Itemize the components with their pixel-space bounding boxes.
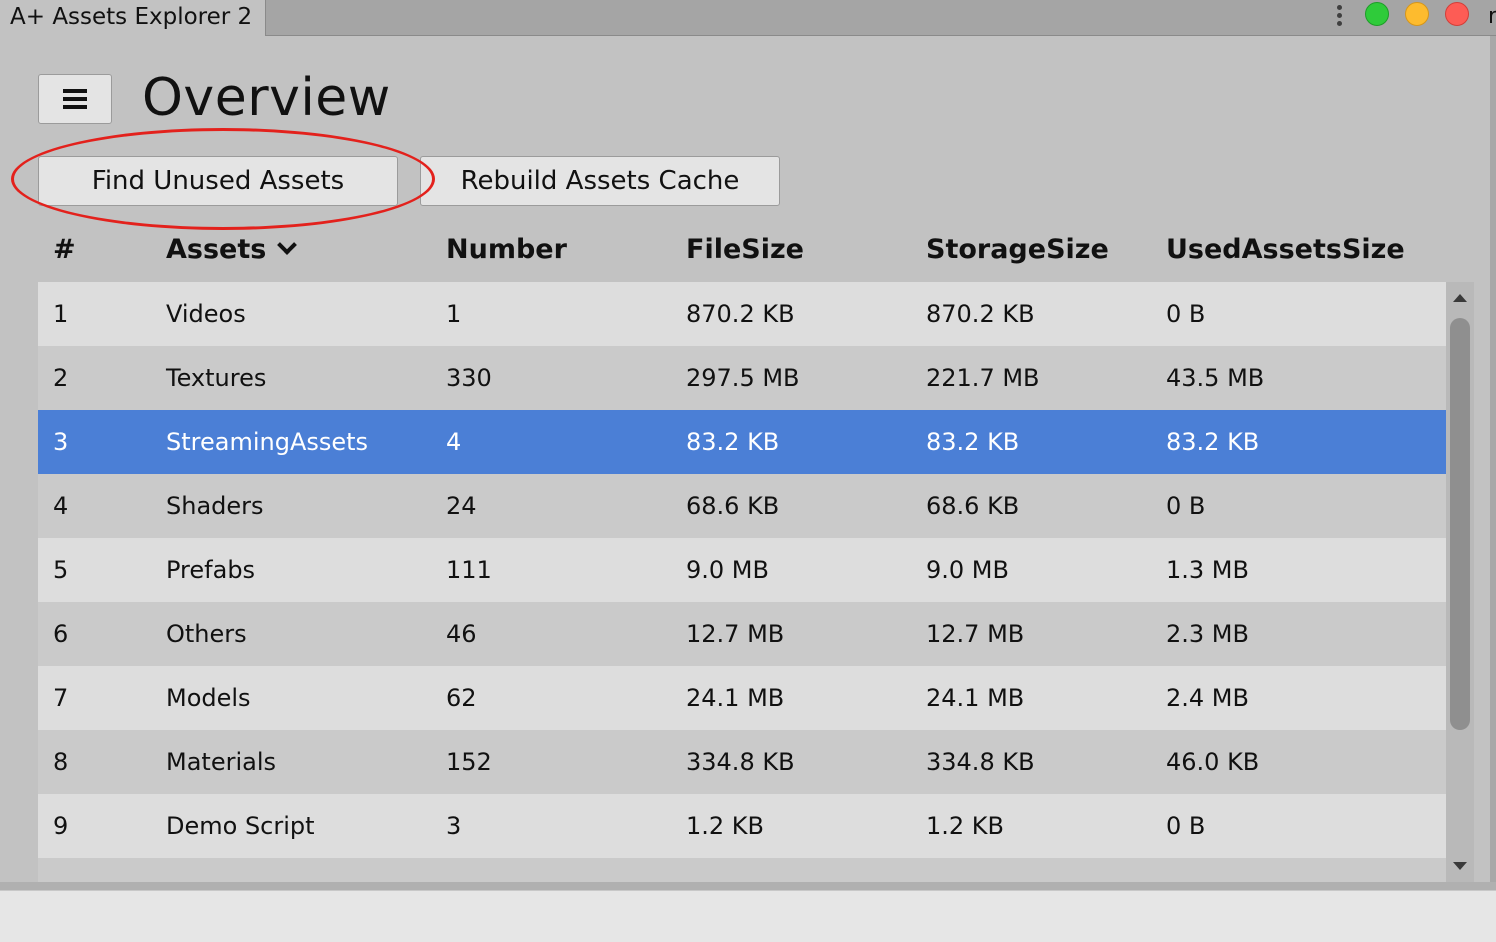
cell-number: 152 [446, 748, 492, 776]
table-row[interactable]: 4 Shaders 24 68.6 KB 68.6 KB 0 B [38, 474, 1446, 538]
menu-icon [63, 89, 87, 109]
cell-usedsize: 0 B [1166, 300, 1206, 328]
cell-storagesize: 870.2 KB [926, 300, 1035, 328]
table-row[interactable]: 8 Materials 152 334.8 KB 334.8 KB 46.0 K… [38, 730, 1446, 794]
cell-storagesize: 9.0 MB [926, 556, 1009, 584]
cell-filesize: 83.2 KB [686, 428, 780, 456]
cell-number: 46 [446, 620, 477, 648]
cell-filesize: 870.2 KB [686, 300, 795, 328]
cell-assets: StreamingAssets [166, 428, 369, 456]
cell-number: 330 [446, 364, 492, 392]
cell-usedsize: 1.3 MB [1166, 556, 1249, 584]
rebuild-assets-cache-button[interactable]: Rebuild Assets Cache [420, 156, 780, 206]
cell-number: 62 [446, 684, 477, 712]
cell-storagesize: 12.7 MB [926, 620, 1025, 648]
maximize-button[interactable] [1365, 2, 1389, 26]
cell-index: 2 [53, 364, 69, 392]
cell-assets: Models [166, 684, 251, 712]
cell-usedsize: 0 B [1166, 492, 1206, 520]
table-row[interactable]: 1 Videos 1 870.2 KB 870.2 KB 0 B [38, 282, 1446, 346]
scroll-thumb[interactable] [1450, 318, 1470, 730]
cell-usedsize: 2.4 MB [1166, 684, 1249, 712]
cell-filesize: 24.1 MB [686, 684, 785, 712]
column-header-usedassetssize[interactable]: UsedAssetsSize [1166, 234, 1405, 265]
window-tab[interactable]: A+ Assets Explorer 2 [0, 0, 266, 36]
cell-number: 4 [446, 428, 462, 456]
table-row-selected[interactable]: 3 StreamingAssets 4 83.2 KB 83.2 KB 83.2… [38, 410, 1446, 474]
cell-filesize: 9.0 MB [686, 556, 769, 584]
table-row[interactable]: 5 Prefabs 111 9.0 MB 9.0 MB 1.3 MB [38, 538, 1446, 602]
column-header-number[interactable]: Number [446, 234, 567, 265]
close-button[interactable] [1445, 2, 1469, 26]
background-editor-peek [0, 890, 1496, 942]
table-row-partial[interactable] [38, 858, 1446, 882]
cell-assets: Videos [166, 300, 246, 328]
cell-storagesize: 68.6 KB [926, 492, 1020, 520]
find-unused-assets-button[interactable]: Find Unused Assets [38, 156, 398, 206]
cell-usedsize: 83.2 KB [1166, 428, 1260, 456]
assets-table-body[interactable]: 1 Videos 1 870.2 KB 870.2 KB 0 B 2 Textu… [38, 282, 1446, 882]
cell-assets: Textures [166, 364, 267, 392]
column-header-storagesize[interactable]: StorageSize [926, 234, 1109, 265]
cell-filesize: 12.7 MB [686, 620, 785, 648]
window-right-border [1490, 36, 1496, 888]
cell-number: 1 [446, 300, 462, 328]
scroll-down-icon[interactable] [1453, 862, 1467, 870]
cell-assets: Demo Script [166, 812, 315, 840]
menu-button[interactable] [38, 74, 112, 124]
cell-index: 8 [53, 748, 69, 776]
column-header-assets-label: Assets [166, 234, 267, 265]
column-header-index[interactable]: # [53, 234, 76, 265]
table-row[interactable]: 9 Demo Script 3 1.2 KB 1.2 KB 0 B [38, 794, 1446, 858]
chevron-down-icon [277, 235, 298, 255]
clipped-edge-text: r [1488, 4, 1496, 29]
minimize-button[interactable] [1405, 2, 1429, 26]
more-vertical-icon[interactable] [1331, 2, 1347, 32]
cell-usedsize: 43.5 MB [1166, 364, 1265, 392]
cell-index: 7 [53, 684, 69, 712]
cell-number: 111 [446, 556, 492, 584]
cell-assets: Others [166, 620, 247, 648]
table-row[interactable]: 7 Models 62 24.1 MB 24.1 MB 2.4 MB [38, 666, 1446, 730]
cell-index: 5 [53, 556, 69, 584]
window-bottom-border [0, 882, 1496, 890]
cell-index: 4 [53, 492, 69, 520]
column-header-assets[interactable]: Assets [166, 232, 298, 268]
cell-filesize: 334.8 KB [686, 748, 795, 776]
cell-index: 9 [53, 812, 69, 840]
cell-number: 24 [446, 492, 477, 520]
cell-assets: Materials [166, 748, 277, 776]
cell-assets: Prefabs [166, 556, 256, 584]
cell-filesize: 68.6 KB [686, 492, 780, 520]
cell-storagesize: 334.8 KB [926, 748, 1035, 776]
cell-usedsize: 46.0 KB [1166, 748, 1260, 776]
scroll-up-icon[interactable] [1453, 294, 1467, 302]
cell-storagesize: 83.2 KB [926, 428, 1020, 456]
page-title: Overview [142, 68, 391, 128]
cell-usedsize: 2.3 MB [1166, 620, 1249, 648]
cell-index: 3 [53, 428, 69, 456]
cell-index: 1 [53, 300, 69, 328]
table-row[interactable]: 2 Textures 330 297.5 MB 221.7 MB 43.5 MB [38, 346, 1446, 410]
table-scrollbar[interactable] [1446, 282, 1474, 882]
table-row[interactable]: 6 Others 46 12.7 MB 12.7 MB 2.3 MB [38, 602, 1446, 666]
column-header-filesize[interactable]: FileSize [686, 234, 804, 265]
cell-storagesize: 24.1 MB [926, 684, 1025, 712]
cell-usedsize: 0 B [1166, 812, 1206, 840]
cell-storagesize: 221.7 MB [926, 364, 1040, 392]
window-titlebar: A+ Assets Explorer 2 r [0, 0, 1496, 36]
cell-storagesize: 1.2 KB [926, 812, 1004, 840]
cell-filesize: 297.5 MB [686, 364, 800, 392]
cell-number: 3 [446, 812, 462, 840]
cell-assets: Shaders [166, 492, 264, 520]
cell-index: 6 [53, 620, 69, 648]
cell-filesize: 1.2 KB [686, 812, 764, 840]
